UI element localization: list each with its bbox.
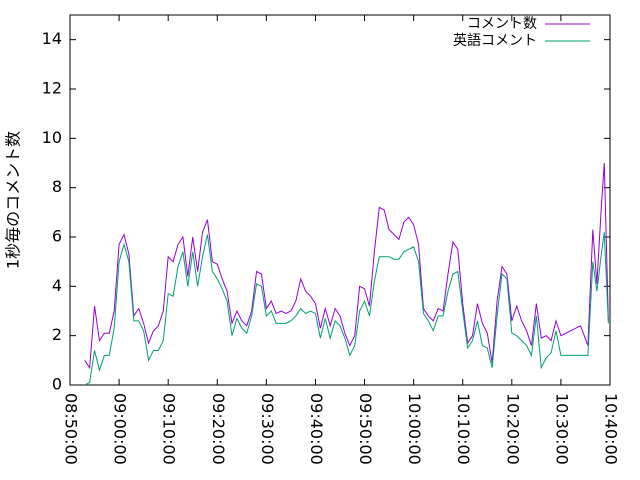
- x-tick-label: 09:40:00: [307, 393, 326, 465]
- y-tick-label: 12: [42, 79, 62, 98]
- y-tick-label: 0: [52, 375, 62, 394]
- x-tick-label: 09:10:00: [160, 393, 179, 465]
- y-tick-label: 14: [42, 29, 62, 48]
- y-tick-label: 2: [52, 325, 62, 344]
- y-tick-label: 6: [52, 227, 62, 246]
- x-tick-label: 10:00:00: [405, 393, 424, 465]
- y-axis-label: 1秒毎のコメント数: [4, 131, 23, 269]
- series-line: [84, 162, 609, 370]
- x-tick-label: 08:50:00: [62, 393, 81, 465]
- legend-label: コメント数: [467, 16, 537, 32]
- plot-frame: [69, 14, 611, 386]
- x-tick-label: 10:40:00: [602, 393, 621, 465]
- x-tick-label: 10:30:00: [552, 393, 571, 465]
- x-tick-label: 09:20:00: [209, 393, 228, 465]
- legend-label: 英語コメント: [453, 32, 537, 49]
- y-tick-label: 10: [42, 128, 62, 147]
- x-tick-label: 09:00:00: [111, 393, 130, 465]
- y-tick-label: 4: [52, 276, 62, 295]
- x-tick-label: 09:50:00: [356, 393, 375, 465]
- x-tick-label: 10:10:00: [454, 393, 473, 465]
- x-tick-label: 10:20:00: [503, 393, 522, 465]
- series-line: [84, 232, 609, 386]
- y-tick-label: 8: [52, 177, 62, 196]
- x-tick-label: 09:30:00: [258, 393, 277, 465]
